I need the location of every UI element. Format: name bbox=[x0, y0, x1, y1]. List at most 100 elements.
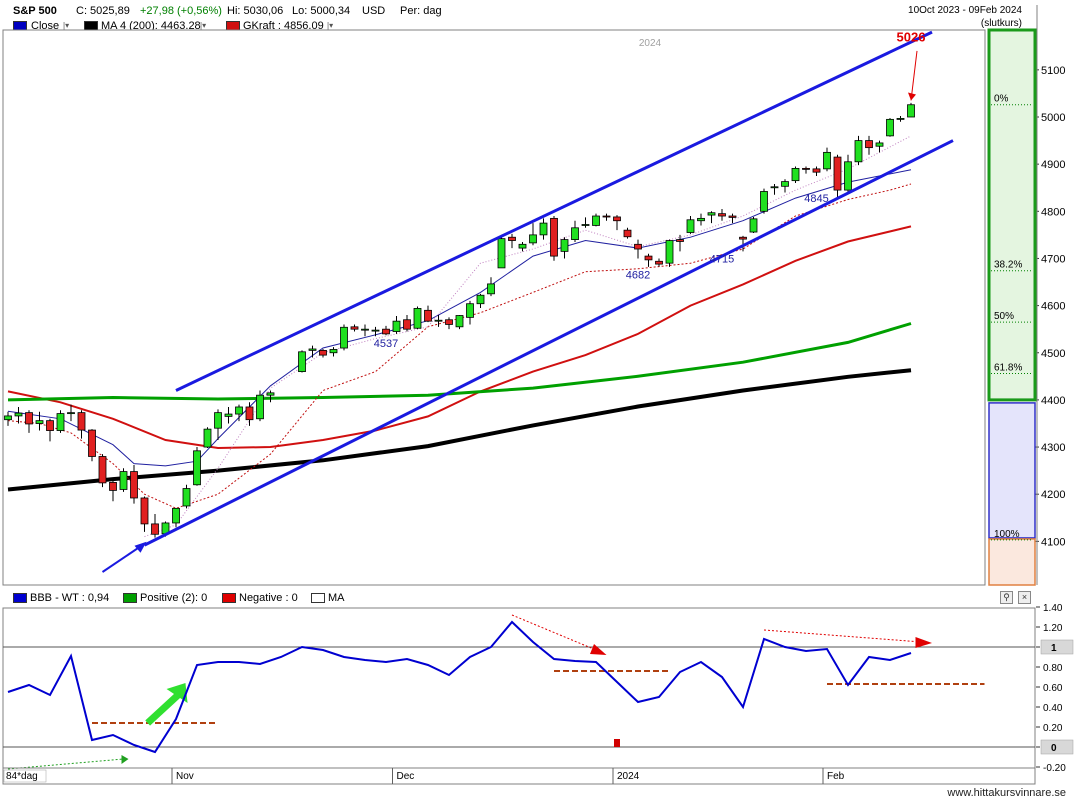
candlesticks bbox=[4, 102, 915, 538]
legend-gkraft-label[interactable]: GKraft : 4856.09 bbox=[243, 20, 324, 32]
candle-body bbox=[529, 234, 537, 244]
candle-body bbox=[854, 140, 863, 163]
peak-arrow bbox=[910, 50, 918, 101]
candle-body bbox=[686, 219, 695, 233]
candle-body bbox=[707, 212, 716, 216]
trend-lines bbox=[101, 30, 954, 573]
date-tick-label: Nov bbox=[176, 771, 194, 782]
trend-line-1 bbox=[143, 139, 954, 547]
dropdown-arrow-icon[interactable]: |▾ bbox=[327, 21, 334, 30]
candle-body bbox=[140, 497, 149, 525]
candle-body bbox=[665, 240, 674, 264]
candle-body bbox=[434, 319, 443, 322]
low-value: Lo: 5000,34 bbox=[292, 5, 351, 17]
candle-body bbox=[445, 319, 453, 325]
candle-body bbox=[697, 217, 705, 222]
close-icon[interactable]: × bbox=[1018, 591, 1031, 604]
price-tick-label: 4600 bbox=[1041, 301, 1065, 313]
legend-bbb-label[interactable]: BBB - WT : 0,94 bbox=[30, 592, 110, 604]
date-tick-label: 2024 bbox=[617, 771, 640, 782]
candle-body bbox=[371, 329, 380, 332]
candle-body bbox=[718, 213, 726, 217]
price-chart[interactable]: 5026 4537 4682 4715 4845 4100 4200 4300 4400 450… bbox=[0, 0, 1080, 590]
date-axis: 84*dag Nov Dec 2024 Feb bbox=[3, 767, 1035, 784]
indicator-line-0 bbox=[7, 368, 912, 492]
oscillator-tick-label: 0.40 bbox=[1043, 703, 1063, 714]
legend-negative-label[interactable]: Negative : 0 bbox=[239, 592, 298, 604]
candle-body bbox=[329, 349, 338, 354]
candle-body bbox=[760, 191, 768, 212]
oscillator-tick-label: 0.80 bbox=[1043, 663, 1063, 674]
fib-level-label: 100% bbox=[994, 529, 1020, 540]
candle-body bbox=[613, 216, 621, 222]
oscillator-line bbox=[7, 620, 912, 754]
candle-body bbox=[455, 315, 464, 328]
candle-body bbox=[382, 328, 390, 335]
candle-body bbox=[319, 349, 327, 356]
candle-body bbox=[728, 215, 737, 218]
candle-body bbox=[487, 283, 495, 295]
candle-body bbox=[413, 308, 422, 329]
candle-body bbox=[560, 239, 569, 252]
price-tick-label: 5100 bbox=[1041, 65, 1065, 77]
price-tick-label: 4800 bbox=[1041, 206, 1065, 218]
price-tick-label: 4500 bbox=[1041, 348, 1065, 360]
legend-swatch-positive bbox=[123, 593, 137, 603]
candle-body bbox=[98, 456, 107, 484]
symbol-title: S&P 500 bbox=[13, 5, 57, 17]
arrow-head-icon bbox=[134, 541, 147, 553]
candle-body bbox=[833, 156, 842, 191]
website-footer[interactable]: www.hittakursvinnare.se bbox=[947, 787, 1066, 799]
date-tick-label: 84*dag bbox=[6, 771, 38, 782]
close-value: C: 5025,89 bbox=[76, 5, 130, 17]
fib-zone-base bbox=[988, 538, 1036, 586]
oscillator-grid bbox=[2, 607, 1036, 785]
candle-body bbox=[655, 260, 663, 265]
fib-level-label: 50% bbox=[994, 311, 1014, 322]
legend-swatch-negative bbox=[222, 593, 236, 603]
oscillator-chart[interactable]: -0.20 0 0.20 0.40 0.60 0.80 1 1.20 1.40 84*dag No… bbox=[0, 590, 1080, 800]
price-axis: 4100 4200 4300 4400 4500 4600 4700 4800 4900 5000… bbox=[1035, 5, 1065, 585]
candle-body bbox=[644, 255, 653, 261]
candle-body bbox=[214, 412, 222, 429]
oscillator-frame bbox=[2, 607, 1036, 785]
candle-body bbox=[886, 118, 894, 137]
oscillator-tick-label: 0.20 bbox=[1043, 723, 1063, 734]
candle-body bbox=[46, 420, 54, 431]
candle-body bbox=[476, 294, 485, 305]
arrow-up-icon bbox=[166, 683, 188, 703]
candle-body bbox=[466, 303, 474, 318]
candle-body bbox=[67, 412, 75, 415]
change-value: +27,98 (+0,56%) bbox=[140, 5, 222, 17]
zoom-icon[interactable]: ⚲ bbox=[1000, 591, 1013, 604]
dropdown-arrow-icon[interactable]: |▾ bbox=[63, 21, 70, 30]
legend-ma-label[interactable]: MA 4 (200): 4463.28 bbox=[101, 20, 201, 32]
dropdown-arrow-icon[interactable]: |▾ bbox=[200, 21, 207, 30]
currency-label: USD bbox=[362, 5, 386, 17]
candle-body bbox=[56, 413, 65, 431]
candle-body bbox=[424, 309, 432, 322]
legend-positive-label[interactable]: Positive (2): 0 bbox=[140, 592, 208, 604]
candle-body bbox=[865, 140, 873, 149]
candle-body bbox=[592, 215, 600, 226]
candle-body bbox=[392, 320, 401, 332]
price-annotation: 4682 bbox=[626, 269, 650, 281]
trend-arrow bbox=[7, 758, 124, 770]
price-tick-label: 5000 bbox=[1041, 112, 1065, 124]
legend-close-label[interactable]: Close bbox=[31, 20, 60, 32]
price-annotation: 4715 bbox=[710, 254, 734, 266]
candle-body bbox=[298, 351, 306, 373]
candle-body bbox=[823, 151, 831, 170]
fib-level-label: 38.2% bbox=[994, 260, 1022, 271]
trend-line-0 bbox=[175, 30, 933, 392]
candle-body bbox=[235, 406, 243, 415]
candle-body bbox=[539, 222, 548, 236]
candle-body bbox=[770, 186, 779, 189]
candle-body bbox=[907, 104, 915, 118]
price-tick-label: 4700 bbox=[1041, 253, 1065, 265]
legend-ma-lower-label[interactable]: MA bbox=[328, 592, 345, 604]
period-box bbox=[3, 769, 47, 783]
close-type: (slutkurs) bbox=[980, 18, 1022, 29]
fib-zone-upper bbox=[987, 28, 1037, 402]
fib-level-label: 0% bbox=[994, 94, 1009, 105]
